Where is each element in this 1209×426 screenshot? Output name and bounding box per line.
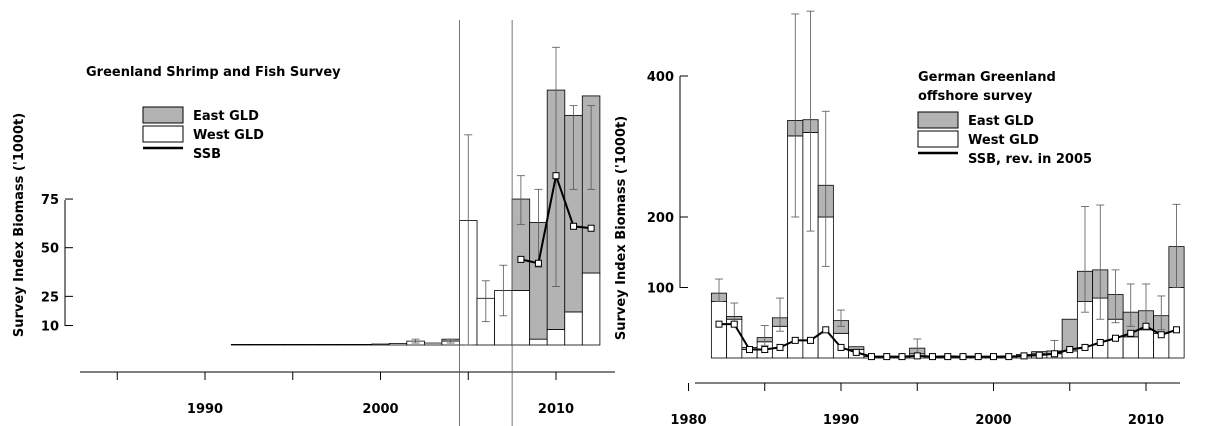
ssb-point <box>1005 353 1013 361</box>
bar-west-gld <box>1137 329 1155 359</box>
ssb-point <box>534 259 542 267</box>
x-tick-label: 2010 <box>1128 413 1164 426</box>
ssb-point <box>1173 326 1180 334</box>
ssb-point <box>730 320 738 328</box>
ssb-point <box>944 353 952 361</box>
ssb-point <box>990 353 997 361</box>
ssb-point <box>974 353 982 361</box>
y-tick-label: 50 <box>41 242 59 257</box>
bar-west-gld <box>301 344 320 346</box>
y-axis-label: Survey Index Biomass ('1000t) <box>12 113 27 337</box>
x-tick-label: 2000 <box>362 402 398 417</box>
bar-west-gld <box>423 342 443 346</box>
legend-swatch <box>917 130 959 148</box>
ssb-point <box>1142 322 1150 330</box>
ssb-point <box>1081 343 1089 351</box>
bar-west-gld <box>581 272 601 346</box>
bar-west-gld <box>265 344 285 346</box>
bar-west-gld <box>230 344 250 346</box>
ssb-point <box>715 320 723 328</box>
bar-west-gld <box>371 343 390 346</box>
y-tick-label: 200 <box>647 211 674 226</box>
ssb-point <box>868 353 875 361</box>
bar-west-gld <box>1122 336 1139 359</box>
legend: East GLD West GLD SSB <box>142 106 264 162</box>
legend: East GLD West GLD SSB, rev. in 2005 <box>917 111 1092 167</box>
bar-west-gld <box>546 329 566 346</box>
bars <box>710 119 1185 359</box>
ssb-line <box>517 171 595 267</box>
legend-label: West GLD <box>968 133 1039 148</box>
ssb-point <box>1127 329 1135 337</box>
ssb-point <box>1051 350 1058 358</box>
ssb-point <box>852 348 860 356</box>
bar-west-gld <box>388 343 408 346</box>
y-tick-label: 10 <box>41 320 59 335</box>
bar-west-gld <box>318 344 338 346</box>
y-tick-label: 100 <box>647 282 674 297</box>
ssb-point <box>1157 331 1165 339</box>
ssb-point <box>761 346 769 354</box>
ssb-point <box>746 346 753 354</box>
bar-west-gld <box>248 344 267 346</box>
ssb-point <box>1112 334 1119 342</box>
ssb-point <box>791 336 799 344</box>
bar-west-gld <box>1168 287 1185 359</box>
ssb-point <box>959 353 967 361</box>
legend-label: West GLD <box>193 128 264 143</box>
legend-label: SSB, rev. in 2005 <box>968 152 1092 167</box>
ssb-point <box>837 343 845 351</box>
y-tick-label: 75 <box>41 193 59 208</box>
legend-label: East GLD <box>968 114 1034 129</box>
axes: 1980 1990 2000 2010 100 200 400 <box>647 70 1180 426</box>
shrimp-fish-survey-panel: Greenland Shrimp and Fish Survey Survey … <box>12 20 615 426</box>
bar-west-gld <box>336 344 355 346</box>
x-tick-label: 1980 <box>670 413 706 426</box>
bar-west-gld <box>511 290 531 346</box>
chart-title-line-2: offshore survey <box>918 89 1033 104</box>
legend-label: East GLD <box>193 109 259 124</box>
bar-west-gld <box>529 338 548 346</box>
ssb-point <box>552 172 560 180</box>
y-axis-label: Survey Index Biomass ('1000t) <box>614 116 629 340</box>
chart-title-line-1: German Greenland <box>918 70 1056 85</box>
ssb-point <box>517 255 525 263</box>
legend-label: SSB <box>193 147 221 162</box>
legend-swatch <box>142 106 184 124</box>
bar-west-gld <box>353 344 373 346</box>
ssb-point <box>929 353 936 361</box>
chart-title: Greenland Shrimp and Fish Survey <box>86 65 341 80</box>
bar-west-gld <box>710 301 728 359</box>
y-tick-label: 400 <box>647 70 674 85</box>
error-bars <box>715 10 1181 357</box>
y-tick-label: 25 <box>41 290 59 305</box>
ssb-point <box>1066 346 1074 354</box>
ssb-point <box>1096 338 1104 346</box>
ssb-point <box>807 336 814 344</box>
ssb-point <box>776 343 784 351</box>
x-tick-label: 1990 <box>187 402 223 417</box>
bar-west-gld <box>564 311 583 346</box>
ssb-point <box>822 326 830 334</box>
x-tick-label: 2000 <box>975 413 1011 426</box>
ssb-point <box>570 222 578 230</box>
x-tick-label: 1990 <box>823 413 859 426</box>
legend-swatch <box>917 111 959 129</box>
error-bars <box>411 20 596 426</box>
x-tick-label: 2010 <box>538 402 574 417</box>
ssb-point <box>1035 351 1043 359</box>
ssb-point <box>898 353 906 361</box>
bars <box>230 89 601 346</box>
ssb-point <box>587 224 595 232</box>
german-offshore-survey-panel: German Greenland offshore survey Survey … <box>614 10 1185 426</box>
bar-west-gld <box>283 344 302 346</box>
ssb-point <box>913 352 921 360</box>
axes: 1990 2000 2010 10 25 50 75 <box>41 193 615 417</box>
ssb-line <box>715 320 1180 361</box>
ssb-point <box>1020 352 1028 360</box>
legend-swatch <box>142 125 184 143</box>
ssb-point <box>883 353 891 361</box>
